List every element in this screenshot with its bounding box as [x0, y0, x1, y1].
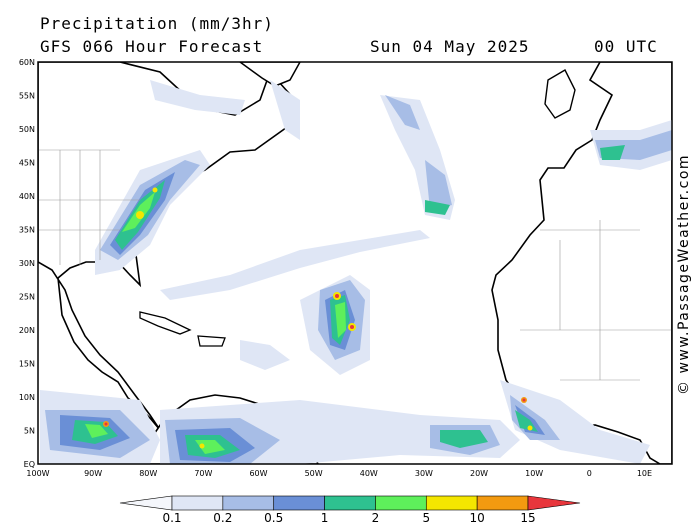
- map-frame: [37, 61, 673, 465]
- longitude-label: 0: [587, 469, 592, 478]
- land-cuba: [139, 311, 192, 335]
- land-greenland: [238, 62, 301, 87]
- colorbar-label: 15: [520, 511, 535, 525]
- latitude-label: 50N: [19, 125, 35, 134]
- colorbar-label: 0.1: [162, 511, 181, 525]
- latitude-label: 20N: [19, 326, 35, 335]
- longitude-label: 80W: [139, 469, 157, 478]
- colorbar-segment: [273, 495, 325, 511]
- latitude-label: 60N: [19, 58, 35, 67]
- latitude-labels: 60N 55N 50N 45N 40N 35N 30N 25N 20N 15N 10N 5N EQ: [19, 58, 35, 469]
- longitude-label: 70W: [194, 469, 212, 478]
- forecast-date: Sun 04 May 2025: [370, 37, 530, 56]
- land-hispaniola: [197, 335, 226, 347]
- colorbar-label: 1: [321, 511, 329, 525]
- land-british-isles: [544, 69, 576, 119]
- latitude-label: 25N: [19, 293, 35, 302]
- site-credit: © www.PassageWeather.com: [676, 153, 692, 395]
- colorbar-segment: [222, 495, 275, 511]
- colorbar-label: 5: [422, 511, 430, 525]
- forecast-time: 00 UTC: [594, 37, 658, 56]
- colorbar-label: 0.5: [264, 511, 283, 525]
- latitude-label: 30N: [19, 259, 35, 268]
- longitude-label: 40W: [360, 469, 378, 478]
- forecast-subtitle: GFS 066 Hour Forecast: [40, 37, 264, 56]
- latitude-label: 5N: [24, 427, 35, 436]
- map-title: Precipitation (mm/3hr): [40, 14, 274, 33]
- latitude-label: 45N: [19, 159, 35, 168]
- longitude-labels: 100W 90W 80W 70W 60W 50W 40W 30W 20W 10W 0 10E: [26, 469, 652, 478]
- precipitation-fields: [40, 80, 672, 464]
- longitude-label: 90W: [84, 469, 102, 478]
- colorbar-segment: [425, 495, 478, 511]
- longitude-label: 20W: [470, 469, 488, 478]
- latitude-label: EQ: [24, 460, 35, 469]
- latitude-label: 15N: [19, 360, 35, 369]
- political-borders: [38, 149, 672, 381]
- colorbar-segment: [527, 495, 581, 511]
- latitude-label: 10N: [19, 393, 35, 402]
- latitude-label: 40N: [19, 192, 35, 201]
- longitude-label: 10E: [637, 469, 652, 478]
- colorbar-segment: [324, 495, 376, 511]
- colorbar-label: 10: [470, 511, 485, 525]
- colorbar-segment: [119, 495, 173, 511]
- longitude-label: 30W: [415, 469, 433, 478]
- longitude-label: 60W: [249, 469, 267, 478]
- map-area: [38, 62, 672, 464]
- colorbar-segment: [476, 495, 529, 511]
- colorbar-label: 0.2: [213, 511, 232, 525]
- precipitation-colorbar: 0.1 0.2 0.5 1 2 5 10 15: [119, 495, 581, 525]
- longitude-label: 50W: [305, 469, 323, 478]
- colorbar-segment: [171, 495, 224, 511]
- longitude-label: 100W: [26, 469, 49, 478]
- longitude-label: 10W: [525, 469, 543, 478]
- latitude-label: 55N: [19, 92, 35, 101]
- colorbar-segment: [375, 495, 427, 511]
- colorbar-label: 2: [372, 511, 380, 525]
- latitude-label: 35N: [19, 226, 35, 235]
